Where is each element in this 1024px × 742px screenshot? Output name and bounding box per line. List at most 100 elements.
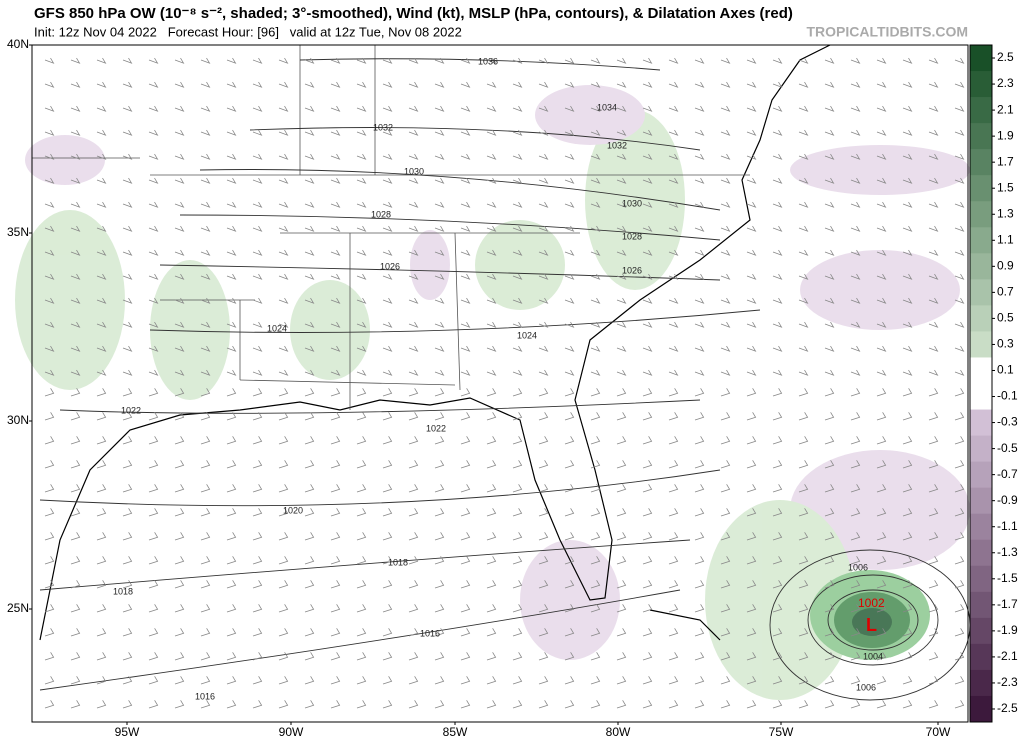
wind-barb — [434, 177, 445, 184]
colorbar-segment — [970, 45, 992, 72]
wind-barb — [642, 129, 653, 136]
wind-barb — [512, 580, 523, 589]
wind-barb — [954, 345, 965, 352]
wind-barb — [928, 201, 939, 208]
wind-barb — [590, 105, 601, 112]
wind-barb — [798, 369, 809, 376]
wind-barb — [564, 105, 575, 112]
wind-barb — [356, 652, 367, 661]
wind-barb — [902, 81, 913, 88]
colorbar-label: 1.3 — [997, 206, 1014, 220]
wind-barb — [356, 436, 367, 445]
wind-barb — [460, 412, 471, 421]
wind-barb — [148, 201, 159, 208]
wind-barb — [460, 105, 471, 112]
wind-barb — [460, 321, 471, 328]
wind-barb — [616, 508, 627, 517]
wind-barb — [226, 580, 237, 589]
wind-barb — [746, 436, 757, 445]
wind-barb — [252, 321, 263, 328]
wind-barb — [434, 57, 445, 64]
wind-barb — [954, 484, 965, 493]
wind-barb — [954, 460, 965, 469]
wind-barb — [564, 676, 575, 685]
wind-barb — [70, 580, 81, 589]
wind-barb — [642, 676, 653, 685]
wind-barb — [850, 57, 861, 64]
wind-barb — [746, 273, 757, 280]
wind-barb — [850, 652, 861, 661]
contour-label: 1036 — [478, 56, 498, 66]
wind-barb — [720, 676, 731, 685]
wind-barb — [434, 460, 445, 469]
wind-barb — [824, 177, 835, 184]
wind-barb — [850, 153, 861, 160]
wind-barb — [226, 412, 237, 421]
wind-barb — [174, 676, 185, 685]
wind-barb — [44, 177, 55, 184]
wind-barb — [720, 556, 731, 565]
wind-barb — [70, 249, 81, 256]
wind-barb — [720, 604, 731, 613]
wind-barb — [954, 57, 965, 64]
wind-barb — [798, 652, 809, 661]
wind-barb — [408, 345, 419, 352]
wind-barb — [304, 700, 315, 709]
colorbar-segment — [970, 175, 992, 202]
wind-barb — [148, 508, 159, 517]
wind-barb — [252, 580, 263, 589]
wind-barb — [772, 81, 783, 88]
wind-barb — [434, 81, 445, 88]
wind-barb — [824, 153, 835, 160]
wind-barb — [772, 321, 783, 328]
wind-barb — [616, 105, 627, 112]
wind-barb — [720, 484, 731, 493]
wind-barb — [798, 297, 809, 304]
wind-barb — [382, 369, 393, 376]
wind-barb — [122, 628, 133, 637]
wind-barb — [252, 388, 263, 397]
wind-barb — [850, 129, 861, 136]
wind-barb — [902, 388, 913, 397]
wind-barb — [148, 225, 159, 232]
wind-barb — [642, 388, 653, 397]
wind-barb — [200, 81, 211, 88]
colorbar-segment — [970, 357, 992, 384]
wind-barb — [252, 129, 263, 136]
wind-barb — [928, 532, 939, 541]
wind-barb — [70, 369, 81, 376]
wind-barb — [174, 700, 185, 709]
wind-barb — [356, 297, 367, 304]
wind-barb — [486, 580, 497, 589]
wind-barb — [356, 345, 367, 352]
wind-barb — [954, 604, 965, 613]
wind-barb — [382, 153, 393, 160]
wind-barb — [694, 412, 705, 421]
wind-barb — [70, 225, 81, 232]
wind-barb — [538, 105, 549, 112]
wind-barb — [928, 81, 939, 88]
colorbar-segment — [970, 617, 992, 645]
wind-barb — [694, 508, 705, 517]
wind-barb — [174, 436, 185, 445]
wind-barb — [252, 460, 263, 469]
wind-barb — [668, 412, 679, 421]
wind-barb — [876, 484, 887, 493]
wind-barb — [200, 700, 211, 709]
wind-barb — [226, 57, 237, 64]
wind-barb — [954, 628, 965, 637]
wind-barb — [434, 225, 445, 232]
wind-barb — [694, 700, 705, 709]
wind-barb — [772, 201, 783, 208]
wind-barb — [44, 273, 55, 280]
wind-barb — [148, 369, 159, 376]
wind-barb — [356, 532, 367, 541]
wind-barb — [928, 484, 939, 493]
wind-barb — [382, 412, 393, 421]
wind-barb — [928, 57, 939, 64]
wind-barb — [824, 57, 835, 64]
wind-barb — [70, 460, 81, 469]
wind-barb — [772, 345, 783, 352]
wind-barb — [174, 604, 185, 613]
wind-barb — [954, 225, 965, 232]
